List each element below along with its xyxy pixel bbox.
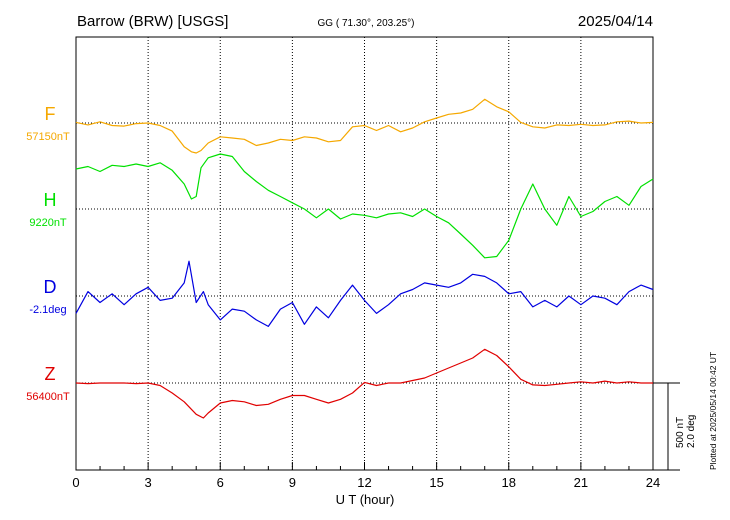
series-line-z bbox=[75, 348, 653, 419]
series-labels: F 57150nT H 9220nT D -2.1deg Z 56400nT bbox=[26, 104, 70, 403]
scale-bar-nt: 500 nT bbox=[675, 417, 686, 448]
station-title: Barrow (BRW) [USGS] bbox=[77, 13, 228, 30]
series-baseline-d: -2.1deg bbox=[29, 304, 66, 316]
x-tick-label: 15 bbox=[429, 475, 443, 490]
x-tick-label: 6 bbox=[217, 475, 224, 490]
station-coordinates: GG ( 71.30°, 203.25°) bbox=[318, 18, 415, 29]
scale-bar-deg: 2.0 deg bbox=[686, 415, 697, 448]
x-axis-label: U T (hour) bbox=[336, 492, 395, 507]
scale-bar: 500 nT 2.0 deg bbox=[653, 382, 697, 471]
x-tick-label: 12 bbox=[357, 475, 371, 490]
plot-date: 2025/04/14 bbox=[578, 13, 653, 30]
plotted-timestamp: Plotted at 2025/05/14 00:42 UT bbox=[708, 352, 718, 470]
series-line-f bbox=[75, 98, 654, 154]
series-name-z: Z bbox=[45, 364, 56, 384]
series-name-d: D bbox=[44, 277, 57, 297]
grid bbox=[75, 36, 654, 471]
series-line-d bbox=[75, 260, 654, 327]
series-lines bbox=[75, 98, 654, 419]
x-tick-label: 21 bbox=[574, 475, 588, 490]
series-baseline-h: 9220nT bbox=[29, 217, 67, 229]
series-baseline-z: 56400nT bbox=[26, 391, 70, 403]
series-line-h bbox=[75, 153, 654, 259]
series-name-f: F bbox=[45, 104, 56, 124]
x-tick-label: 0 bbox=[72, 475, 79, 490]
x-axis: 0 3 6 9 12 15 18 21 24 bbox=[72, 462, 660, 490]
x-tick-label: 9 bbox=[289, 475, 296, 490]
x-tick-label: 24 bbox=[646, 475, 660, 490]
x-tick-label: 18 bbox=[502, 475, 516, 490]
series-name-h: H bbox=[44, 190, 57, 210]
x-tick-label: 3 bbox=[145, 475, 152, 490]
series-baseline-f: 57150nT bbox=[26, 131, 70, 143]
